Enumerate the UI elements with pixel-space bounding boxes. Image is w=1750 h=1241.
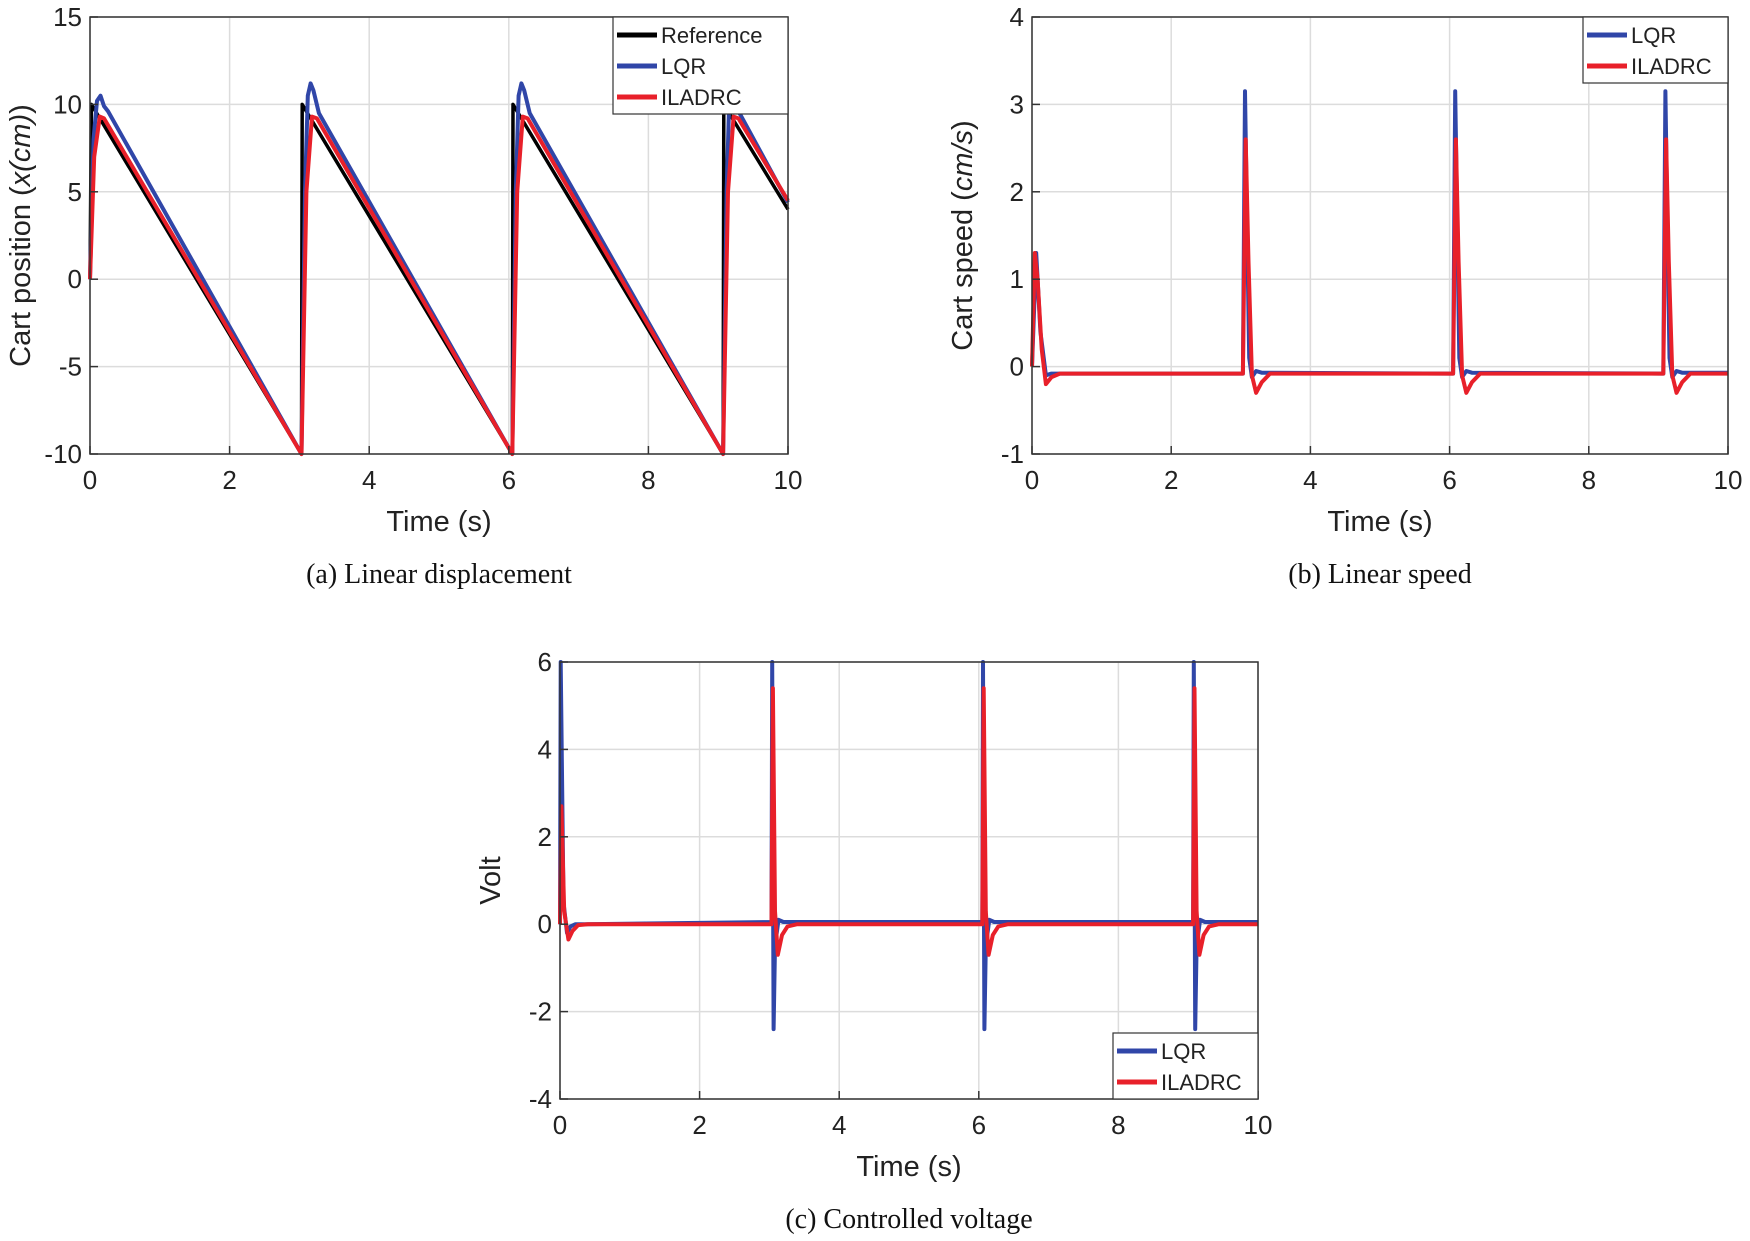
x-tick-label: 2 — [692, 1110, 706, 1140]
x-tick-label: 2 — [1164, 465, 1178, 495]
legend-label: Reference — [661, 23, 763, 48]
legend-label: LQR — [1161, 1039, 1206, 1064]
series-line-iladrc — [1030, 137, 1728, 395]
legend: LQR ILADRC — [1112, 1032, 1259, 1100]
plot-frame — [89, 16, 789, 455]
series-lines — [1030, 89, 1728, 395]
y-tick-label: 2 — [1010, 177, 1024, 207]
x-axis-label: Time (s) — [386, 506, 491, 538]
x-tick-label: 4 — [832, 1110, 846, 1140]
legend-label: LQR — [1631, 23, 1676, 48]
x-tick-label: 0 — [1025, 465, 1039, 495]
x-tick-label: 10 — [774, 465, 803, 495]
caption: (b) Linear speed — [1288, 559, 1471, 590]
caption: (c) Controlled voltage — [785, 1204, 1032, 1235]
y-tick-label: 5 — [68, 177, 82, 207]
plot-background — [560, 662, 1258, 1099]
tick-labels: 0 2 4 6 8 10 -4 -2 0 2 4 6 — [529, 647, 1273, 1140]
y-tick-label: 0 — [1010, 352, 1024, 382]
x-tick-label: 6 — [502, 465, 516, 495]
y-tick-label: 6 — [538, 647, 552, 677]
legend-box — [1112, 1032, 1259, 1100]
legend-box — [1582, 16, 1729, 84]
y-tick-label: 15 — [53, 2, 82, 32]
x-tick-label: 0 — [83, 465, 97, 495]
x-tick-label: 6 — [1442, 465, 1456, 495]
legend-label: ILADRC — [1631, 54, 1712, 79]
y-axis-label: Cart position (x(cm)) — [5, 104, 37, 367]
y-tick-label: 4 — [1010, 2, 1024, 32]
legend: LQR ILADRC — [1582, 16, 1729, 84]
y-tick-label: 10 — [53, 89, 82, 119]
x-tick-label: 8 — [1111, 1110, 1125, 1140]
y-tick-label: 0 — [68, 264, 82, 294]
y-axis-label: Volt — [475, 856, 507, 904]
caption: (a) Linear displacement — [306, 559, 572, 590]
x-tick-label: 4 — [362, 465, 376, 495]
x-tick-label: 0 — [553, 1110, 567, 1140]
y-tick-label: 3 — [1010, 89, 1024, 119]
series-lines — [558, 660, 1258, 1032]
x-tick-label: 8 — [641, 465, 655, 495]
x-axis-label: Time (s) — [1327, 506, 1432, 538]
legend-label: LQR — [661, 54, 706, 79]
y-tick-label: 0 — [538, 909, 552, 939]
tick-labels: 0 2 4 6 8 10 -10 -5 0 5 10 15 — [44, 2, 802, 495]
y-tick-label: -1 — [1001, 439, 1024, 469]
x-tick-label: 10 — [1714, 465, 1743, 495]
x-axis-label: Time (s) — [856, 1151, 961, 1183]
grid-lines — [559, 661, 1259, 1100]
x-tick-label: 10 — [1244, 1110, 1273, 1140]
x-tick-label: 8 — [1582, 465, 1596, 495]
plot-background — [1032, 17, 1728, 454]
plot-frame — [559, 661, 1259, 1100]
y-axis-label: Cart speed (cm/s) — [947, 120, 979, 350]
y-tick-label: -5 — [59, 352, 82, 382]
y-tick-label: 4 — [538, 734, 552, 764]
y-tick-label: -4 — [529, 1084, 552, 1114]
y-tick-label: 1 — [1010, 264, 1024, 294]
chart-linear-displacement: 0 2 4 6 8 10 -10 -5 0 5 10 15 Time (s) Cart positio… — [5, 2, 802, 590]
y-tick-label: -10 — [44, 439, 82, 469]
x-tick-label: 2 — [222, 465, 236, 495]
y-tick-label: -2 — [529, 997, 552, 1027]
legend-label: ILADRC — [661, 85, 742, 110]
y-tick-label: 2 — [538, 822, 552, 852]
series-line-iladrc — [558, 686, 1258, 957]
x-tick-label: 6 — [972, 1110, 986, 1140]
legend: Reference LQR ILADRC — [612, 16, 789, 115]
grid-lines — [1031, 16, 1729, 455]
x-tick-label: 4 — [1303, 465, 1317, 495]
legend-label: ILADRC — [1161, 1070, 1242, 1095]
plot-frame — [1031, 16, 1729, 455]
